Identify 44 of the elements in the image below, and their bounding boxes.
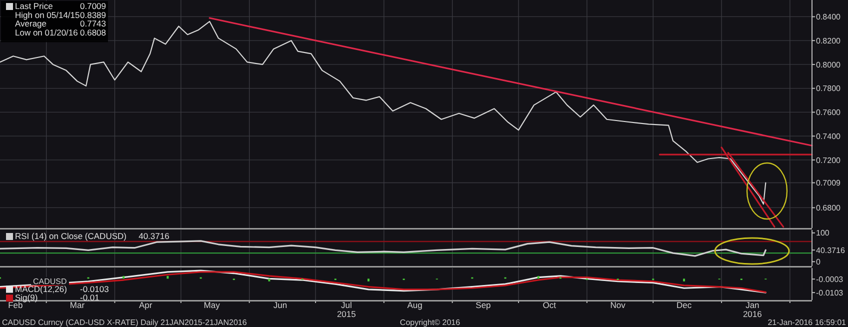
annotation: Low on 01/20/16 xyxy=(15,27,78,38)
y-tick-label: 0 xyxy=(816,257,821,266)
legend-label: Sig(9) xyxy=(15,292,38,303)
x-tick-label: Sep xyxy=(476,300,492,310)
y-tick-label: 100 xyxy=(816,228,830,238)
y-tick-label: -0.0003 xyxy=(816,274,844,284)
y-tick-label: 0.8200 xyxy=(816,36,842,46)
x-tick-label: Nov xyxy=(610,300,626,310)
annotation: -0.01 xyxy=(80,292,100,303)
y-tick-label: 0.8000 xyxy=(816,60,842,70)
y-tick-label: 0.6800 xyxy=(816,204,842,213)
x-tick-label: Aug xyxy=(407,300,423,310)
x-tick-label: Oct xyxy=(542,300,557,310)
annotation: High on 05/14/15 xyxy=(15,10,80,20)
text: Copyright© 2016 xyxy=(400,318,461,327)
x-tick-label: Dec xyxy=(676,300,692,310)
x-tick-label: Jul 2015 xyxy=(336,300,356,319)
annotation: 0.6808 xyxy=(80,27,106,38)
x-tick-label: Jan 2016 xyxy=(742,300,762,319)
y-tick-label: 0.7009 xyxy=(816,178,842,188)
y-tick-label: -0.0103 xyxy=(816,288,844,298)
x-tick-label: Apr xyxy=(139,300,152,310)
annotation: 0.8389 xyxy=(80,10,106,20)
annotation: 40.3716 xyxy=(138,231,170,241)
x-tick-label: Mar xyxy=(70,300,85,310)
y-tick-label: 40.3716 xyxy=(816,246,846,255)
legend-label: RSI (14) on Close (CADUSD) xyxy=(15,231,127,241)
y-tick-label: 0.7200 xyxy=(816,156,842,165)
y-tick-label: 0.7800 xyxy=(816,84,842,94)
x-tick-label: May xyxy=(204,300,221,310)
annotation: 0.7743 xyxy=(80,18,106,29)
annotation: -0.0103 xyxy=(80,284,110,294)
legend-label: Last Price xyxy=(15,1,54,11)
legend-label: MACD(12,26) xyxy=(15,284,68,294)
y-tick-label: 0.7600 xyxy=(816,108,842,118)
y-tick-label: 0.8400 xyxy=(816,12,842,22)
x-tick-label: Jun xyxy=(273,300,288,310)
y-tick-label: 0.7400 xyxy=(816,132,842,141)
text: CADUSD Curncy (CAD-USD X-RATE) Daily 21JAN2015-21JAN2016 xyxy=(2,318,248,327)
annotation: 0.7009 xyxy=(80,1,106,11)
text: 21-Jan-2016 16:59:01 xyxy=(768,318,847,327)
legend-title: CADUSD xyxy=(33,277,68,286)
x-tick-label: Feb xyxy=(8,300,24,310)
annotation: Average xyxy=(15,18,47,29)
